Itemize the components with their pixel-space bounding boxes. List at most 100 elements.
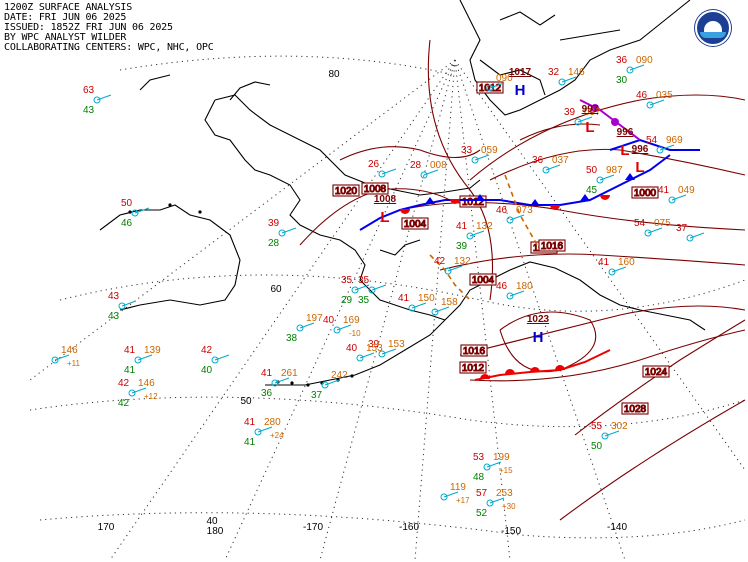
lat-lon-grid <box>29 55 746 561</box>
station-temperature: 41 <box>456 221 468 232</box>
header-line-1: 1200Z SURFACE ANALYSIS <box>4 2 133 13</box>
station-temperature: 43 <box>108 291 120 302</box>
station-dewpoint: 37 <box>311 390 323 401</box>
station-temperature: 42 <box>118 378 130 389</box>
low-center-symbol: L <box>585 119 594 136</box>
isobar-line <box>399 201 746 231</box>
isobar-line <box>519 123 601 141</box>
latitude-line <box>119 55 456 76</box>
wind-barb <box>604 430 620 437</box>
station-pressure: 261 <box>281 368 298 379</box>
station-circle <box>574 118 582 126</box>
station-pressure: 119 <box>450 482 466 493</box>
pressure-center-value: 1023 <box>527 314 550 325</box>
coastline-segment <box>214 94 481 196</box>
station-pressure: 049 <box>678 185 695 196</box>
island <box>320 381 324 385</box>
station-plot: 38 197 <box>286 313 323 344</box>
station-temperature: 40 <box>346 343 358 354</box>
station-pressure: 158 <box>441 297 458 308</box>
station-temperature: 46 <box>496 281 508 292</box>
isobar-label: 1000 <box>634 188 657 199</box>
station-circle <box>368 286 376 294</box>
warm-front-bump <box>600 195 610 200</box>
latitude-label: 60 <box>270 284 282 295</box>
station-circle <box>644 229 652 237</box>
station-pressure: 073 <box>516 205 533 216</box>
station-plot: 41 41 280 +24 <box>244 417 284 448</box>
station-plot: 50 46 <box>121 198 150 229</box>
station-temperature: 41 <box>261 368 273 379</box>
station-pressure: 090 <box>636 55 653 66</box>
header-line-4: BY WPC ANALYST WILDER <box>4 32 127 43</box>
wind-barb <box>489 82 505 89</box>
island <box>350 374 354 378</box>
station-pressure: 180 <box>516 281 533 292</box>
station-plot: 42 40 <box>201 345 230 376</box>
station-circle <box>131 209 139 217</box>
station-temperature: 39 <box>268 218 280 229</box>
station-circle <box>211 356 219 364</box>
wind-barb <box>336 324 352 331</box>
station-circle <box>626 66 634 74</box>
station-temperature: 54 <box>634 218 646 229</box>
station-circle <box>278 229 286 237</box>
station-plot: 26 <box>368 159 397 178</box>
station-dewpoint: 43 <box>108 311 120 322</box>
wind-barb <box>134 207 150 214</box>
wind-barb <box>577 116 593 123</box>
station-plot: 63 43 <box>83 85 112 116</box>
wind-barb <box>281 227 297 234</box>
station-pressure: 197 <box>306 313 323 324</box>
station-circle <box>471 156 479 164</box>
station-pressure: 132 <box>454 256 471 267</box>
station-circle <box>134 356 142 364</box>
station-plot: 090 <box>486 73 513 92</box>
wind-barb <box>474 154 490 161</box>
station-plot: 40 169 -10 <box>323 315 361 338</box>
occluded-front-bump <box>591 104 599 112</box>
station-pressure-tendency: -10 <box>349 329 361 338</box>
longitude-label: 180 <box>207 526 224 537</box>
warm-front-bump <box>400 209 410 214</box>
station-temperature: 41 <box>244 417 256 428</box>
station-plot: 119+17 <box>440 482 470 505</box>
station-plot: 37 242 <box>311 370 348 401</box>
wind-barb <box>489 497 505 504</box>
longitude-label: -170 <box>303 522 323 533</box>
station-pressure: 132 <box>476 221 493 232</box>
wind-barb <box>649 99 665 106</box>
warm-front-bump <box>555 365 565 370</box>
station-plot: 33 059 <box>461 145 498 164</box>
station-pressure: 302 <box>611 421 628 432</box>
coastline-segment <box>229 81 271 101</box>
station-pressure: 199 <box>493 452 510 463</box>
longitude-label: -160 <box>399 522 419 533</box>
station-circle <box>686 234 694 242</box>
wind-barb <box>689 232 705 239</box>
noaa-logo-icon[interactable] <box>695 10 731 46</box>
isobar-line <box>574 319 746 436</box>
station-circle <box>646 101 654 109</box>
trough-line <box>429 254 471 301</box>
wind-barb <box>324 379 340 386</box>
occluded-front-bump <box>611 118 619 126</box>
station-dewpoint: 48 <box>473 472 485 483</box>
isobar-line <box>469 329 746 382</box>
station-circle <box>271 379 279 387</box>
isobar-label-bg <box>459 195 487 208</box>
wind-barb <box>137 354 153 361</box>
station-circle <box>128 389 136 397</box>
island <box>128 210 132 214</box>
station-temperature: 39 <box>368 339 380 350</box>
station-circle <box>378 170 386 178</box>
occluded-front <box>579 99 641 141</box>
coastline-segment <box>459 0 691 116</box>
station-plot: 41 41 139 <box>124 345 161 376</box>
isobar-line <box>339 146 481 161</box>
isobar-label: 1016 <box>541 241 564 252</box>
low-center-symbol: L <box>620 142 629 159</box>
wind-barb <box>96 94 112 101</box>
station-pressure: 035 <box>656 90 673 101</box>
